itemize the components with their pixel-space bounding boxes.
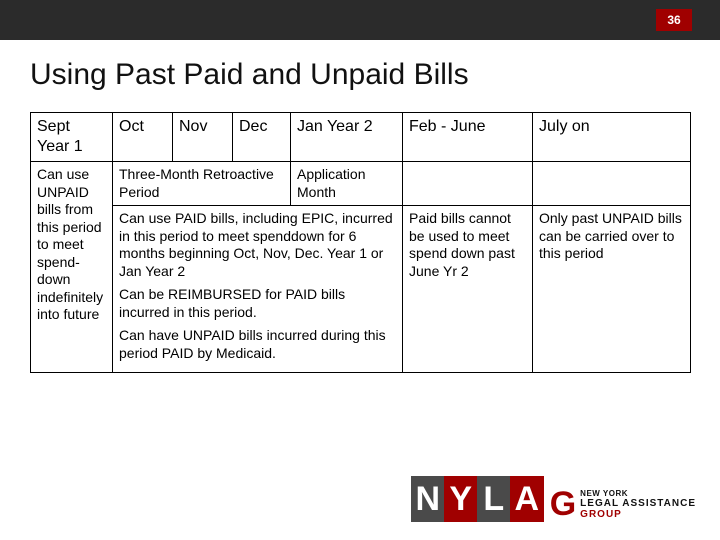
paid-bills-description-cell: Can use PAID bills, including EPIC, incu… [113,206,403,373]
logo-letter: N [411,476,445,522]
col-nov: Nov [173,113,233,162]
page-number-badge: 36 [656,9,692,31]
label-cell: Can use UNPAID bills from this period to… [31,162,113,373]
slide-title: Using Past Paid and Unpaid Bills [30,58,469,92]
logo-line-2: LEGAL ASSISTANCE [580,498,696,509]
logo-letter-g: G [550,489,576,520]
nylag-logo: NYLA G NEW YORK LEGAL ASSISTANCE GROUP [412,476,696,522]
para-1: Can use PAID bills, including EPIC, incu… [119,210,396,280]
unpaid-bills-carryover-cell: Only past UNPAID bills can be carried ov… [533,206,691,373]
col-sept: Sept Year 1 [31,113,113,162]
logo-line-3: GROUP [580,509,696,520]
para-3: Can have UNPAID bills incurred during th… [119,327,396,362]
logo-text: G NEW YORK LEGAL ASSISTANCE GROUP [550,489,696,522]
logo-line-1: NEW YORK [580,489,696,498]
paid-bills-limit-cell: Paid bills cannot be used to meet spend … [403,206,533,373]
col-dec: Dec [233,113,291,162]
logo-letter: A [510,476,544,522]
empty-cell-1 [403,162,533,206]
topbar: 36 [0,0,720,40]
col-july-on: July on [533,113,691,162]
logo-letter: Y [444,476,478,522]
para-2: Can be REIMBURSED for PAID bills incurre… [119,286,396,321]
col-oct: Oct [113,113,173,162]
logo-letter: L [477,476,511,522]
retroactive-period-cell: Three-Month Retroactive Period [113,162,291,206]
col-feb-june: Feb - June [403,113,533,162]
bills-table: Sept Year 1 Oct Nov Dec Jan Year 2 Feb -… [30,112,690,373]
col-jan: Jan Year 2 [291,113,403,162]
table-subrow-1: Can use UNPAID bills from this period to… [31,162,691,206]
slide: 36 Using Past Paid and Unpaid Bills Sept… [0,0,720,540]
table-header-row: Sept Year 1 Oct Nov Dec Jan Year 2 Feb -… [31,113,691,162]
application-month-cell: Application Month [291,162,403,206]
table-subrow-2: Can use PAID bills, including EPIC, incu… [31,206,691,373]
logo-mark: NYLA [412,476,544,522]
empty-cell-2 [533,162,691,206]
